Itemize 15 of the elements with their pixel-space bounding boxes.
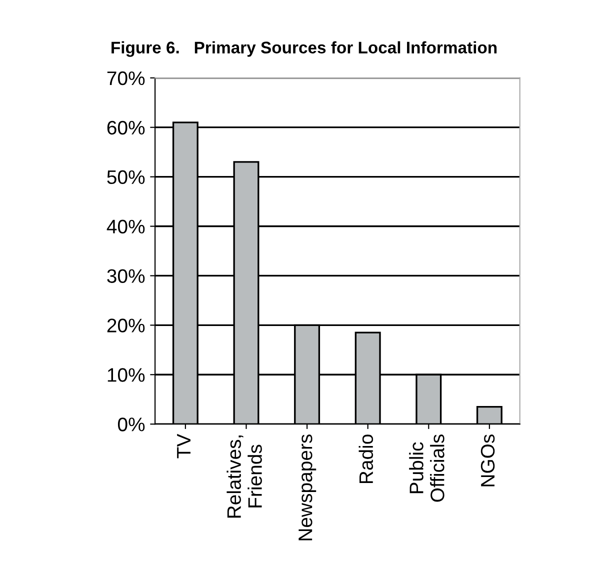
x-tick-label: NGOs [480,434,495,486]
y-tick-label: 20% [107,318,145,332]
y-tick-label: 30% [107,269,145,283]
y-tick-label: 50% [107,170,145,184]
x-tick-label: Relatives, Friends [226,436,262,518]
y-tick-label: 40% [106,220,145,234]
x-tick-label: Newspapers [298,434,316,540]
x-tick-label: Radio [358,434,374,484]
y-tick-label: 70% [107,71,145,86]
y-tick-label: 0% [118,418,145,432]
y-tick-label: 60% [107,120,145,135]
chart-title: Figure 6. Primary Sources for Local Information [112,41,497,57]
x-tick-label: TV [177,434,190,458]
x-tick-label: Public Officials [409,434,444,502]
y-tick-label: 10% [108,368,145,382]
